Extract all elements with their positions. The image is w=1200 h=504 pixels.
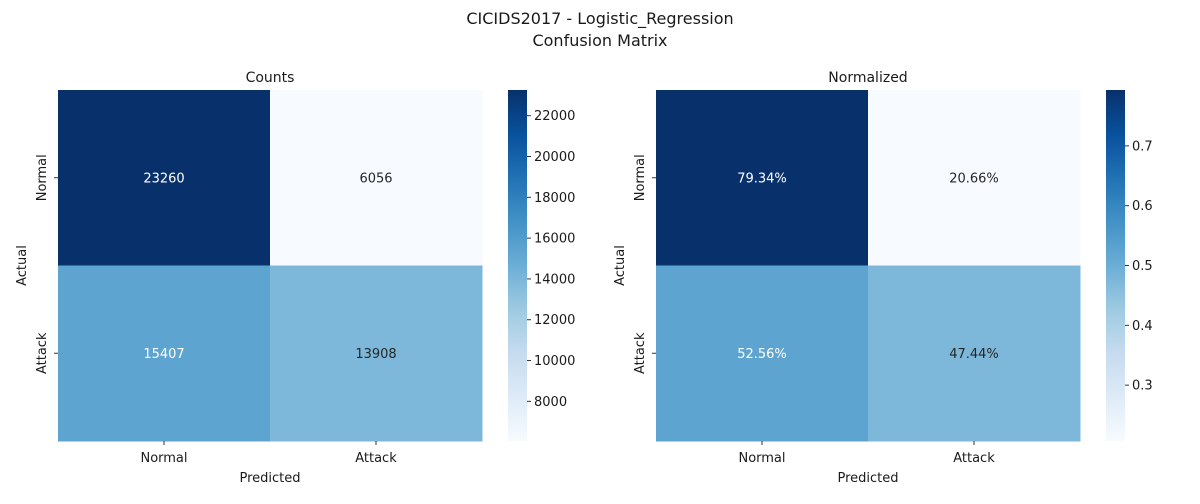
y-axis-label: Actual [613,245,628,286]
heatmap-cell [656,265,869,442]
x-tick-label: Attack [355,451,397,466]
colorbar-tick-label: 16000 [534,232,575,247]
heatmap-cell [270,90,483,266]
colorbar-tick-label: 20000 [534,150,575,165]
colorbar-tick-label: 14000 [534,272,575,287]
colorbar [508,90,527,441]
heatmap-cell [656,90,869,266]
cell-label: 13908 [355,347,396,362]
cell-label: 79.34% [737,171,787,186]
colorbar-tick-label: 0.4 [1132,319,1153,334]
figure-title-line2: Confusion Matrix [532,31,667,50]
panel-title: Counts [246,70,295,86]
colorbar-tick-label: 18000 [534,191,575,206]
heatmap-panel-2: Normalized 79.34% 20.66% 52.56% 47.44% Normal… [613,70,1153,486]
colorbar [1106,90,1125,441]
cell-label: 6056 [359,171,392,186]
colorbar-tick-label: 22000 [534,109,575,124]
colorbar-tick-label: 0.5 [1132,259,1153,274]
heatmap-cell [58,265,271,442]
heatmap-panel-1: Counts 23260 6056 15407 13908 Normal Attack Pre… [15,70,575,486]
heatmap-cell [58,90,271,266]
cell-label: 15407 [143,347,184,362]
colorbar-tick-label: 8000 [534,395,567,410]
cell-label: 23260 [143,171,184,186]
x-axis-label: Predicted [239,471,300,486]
cell-label: 20.66% [949,171,999,186]
panels: Counts 23260 6056 15407 13908 Normal Attack Pre… [15,70,1153,486]
y-axis-label: Actual [15,245,30,286]
y-tick-label: Normal [633,154,648,201]
y-tick-label: Attack [633,332,648,374]
colorbar-tick-label: 0.6 [1132,199,1153,214]
cell-label: 47.44% [949,347,999,362]
x-tick-label: Normal [738,451,785,466]
panel-title: Normalized [828,70,907,86]
heatmap-cell [868,90,1081,266]
colorbar-tick-label: 0.3 [1132,379,1153,394]
heatmap-cell [270,265,483,442]
y-tick-label: Attack [35,332,50,374]
figure-title-line1: CICIDS2017 - Logistic_Regression [466,9,733,29]
colorbar-tick-label: 12000 [534,313,575,328]
colorbar-tick-label: 0.7 [1132,139,1153,154]
cell-label: 52.56% [737,347,787,362]
colorbar-tick-label: 10000 [534,354,575,369]
heatmap-cell [868,265,1081,442]
y-tick-label: Normal [35,154,50,201]
x-tick-label: Attack [953,451,995,466]
x-axis-label: Predicted [837,471,898,486]
x-tick-label: Normal [140,451,187,466]
